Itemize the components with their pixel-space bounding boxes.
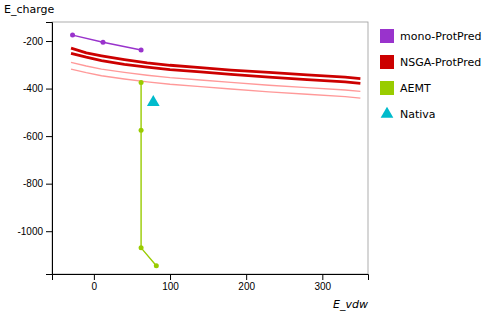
legend-symbol — [381, 107, 394, 118]
tick-mark — [46, 184, 52, 185]
tick-label: 200 — [238, 281, 255, 292]
series-line — [71, 69, 360, 98]
tick: -800 — [23, 178, 52, 189]
tick-mark — [94, 274, 95, 280]
legend-label: mono-ProtPred — [400, 30, 482, 43]
x-axis-title: E_vdw — [333, 298, 368, 311]
plot-frame — [52, 22, 368, 274]
point — [139, 48, 144, 53]
point — [139, 128, 144, 133]
tick: 100 — [162, 274, 179, 292]
legend-label: AEMT — [400, 82, 431, 95]
tick-mark — [46, 41, 52, 42]
y-axis-title: E_charge — [4, 3, 55, 16]
chart: 0 100 200 300 -200 -400 -600 -800 -1000 E_vdw E_ch… — [0, 0, 488, 314]
tick-label: -800 — [23, 178, 43, 189]
axis-line — [46, 23, 53, 275]
tick: 0 — [92, 274, 98, 292]
legend-symbol — [380, 81, 394, 95]
tick-label: 0 — [92, 281, 98, 292]
x-axis: 0 100 200 300 — [53, 274, 369, 292]
tick: -400 — [23, 83, 52, 94]
point — [70, 33, 75, 38]
tick: 300 — [314, 274, 331, 292]
tick-mark — [46, 136, 52, 137]
tick-label: -1000 — [17, 226, 43, 237]
legend-symbol — [380, 29, 394, 43]
tick-mark — [246, 274, 247, 280]
legend-label: Nativa — [400, 108, 436, 121]
tick-label: 300 — [314, 281, 331, 292]
tick-mark — [46, 89, 52, 90]
legend: mono-ProtPred NSGA-ProtPred AEMT Nativa — [380, 29, 482, 121]
tick: 200 — [238, 274, 255, 292]
tick-label: -600 — [23, 131, 43, 142]
tick-label: 100 — [162, 281, 179, 292]
tick-mark — [170, 274, 171, 280]
point — [147, 95, 160, 106]
series-line — [141, 83, 156, 266]
tick-mark — [46, 231, 52, 232]
axis-line — [53, 275, 369, 281]
legend-symbol — [380, 55, 394, 69]
tick-label: -400 — [23, 83, 43, 94]
legend-item: mono-ProtPred — [380, 29, 482, 43]
tick: -1000 — [17, 226, 52, 237]
point — [139, 245, 144, 250]
series-line — [73, 35, 142, 50]
legend-item: NSGA-ProtPred — [380, 55, 481, 69]
tick: -200 — [23, 36, 52, 47]
series-line — [71, 53, 360, 83]
tick-mark — [322, 274, 323, 280]
plot: 0 100 200 300 -200 -400 -600 -800 -1000 — [17, 22, 368, 292]
marks — [70, 33, 360, 269]
legend-item: Nativa — [381, 107, 436, 121]
legend-label: NSGA-ProtPred — [400, 56, 481, 69]
point — [101, 40, 106, 45]
tick: -600 — [23, 131, 52, 142]
point — [154, 263, 159, 268]
point — [139, 80, 144, 85]
y-axis: -200 -400 -600 -800 -1000 — [17, 23, 52, 275]
legend-item: AEMT — [380, 81, 431, 95]
tick-label: -200 — [23, 36, 43, 47]
